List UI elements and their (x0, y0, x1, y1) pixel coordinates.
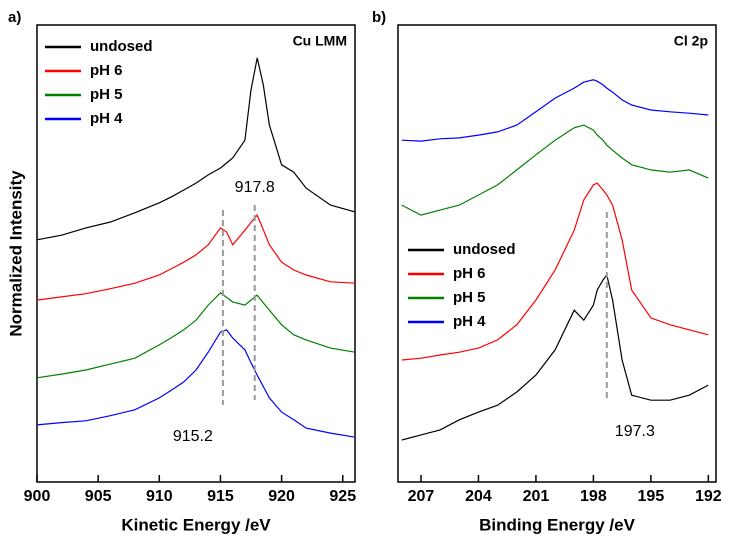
plot-frame (36, 24, 356, 483)
legend-label: undosed (453, 241, 516, 258)
x-tick-label: 915 (207, 488, 234, 505)
spectrum-line (401, 182, 709, 361)
spectrum-line (36, 292, 356, 379)
spectrum-line (36, 329, 356, 438)
x-tick-label: 925 (329, 488, 356, 505)
x-tick-label: 201 (523, 488, 550, 505)
x-tick-label: 207 (408, 488, 435, 505)
legend-label: pH 5 (453, 289, 486, 306)
x-tick-label: 192 (695, 488, 722, 505)
spectrum-line (401, 273, 709, 441)
x-tick-label: 195 (638, 488, 665, 505)
legend-label: pH 4 (90, 110, 123, 127)
legend-label: pH 6 (90, 62, 123, 79)
legend-label: pH 4 (453, 313, 486, 330)
x-axis-label: Kinetic Energy /eV (121, 515, 271, 534)
spectrum-line (36, 213, 356, 301)
x-tick-label: 198 (580, 488, 607, 505)
peak-label: 917.8 (235, 179, 275, 196)
peak-label: 197.3 (615, 423, 655, 440)
x-tick-label: 920 (268, 488, 295, 505)
spectrum-line (401, 79, 709, 142)
panel-annotation: Cu LMM (293, 33, 347, 49)
spectrum-line (401, 124, 709, 216)
panel-title: a) (8, 9, 21, 26)
peak-label: 915.2 (173, 428, 213, 445)
legend-label: undosed (90, 38, 153, 55)
panel-annotation: Cl 2p (674, 33, 708, 49)
x-tick-label: 905 (85, 488, 112, 505)
y-axis-label: Normalized Intensity (6, 170, 25, 337)
legend-label: pH 5 (90, 86, 123, 103)
x-tick-label: 910 (146, 488, 173, 505)
x-tick-label: 900 (24, 488, 51, 505)
x-tick-label: 204 (465, 488, 492, 505)
panel-title: b) (372, 9, 386, 26)
spectrum-line (36, 57, 356, 241)
legend-label: pH 6 (453, 265, 486, 282)
x-axis-label: Binding Energy /eV (479, 515, 636, 534)
plot-frame (397, 24, 717, 483)
